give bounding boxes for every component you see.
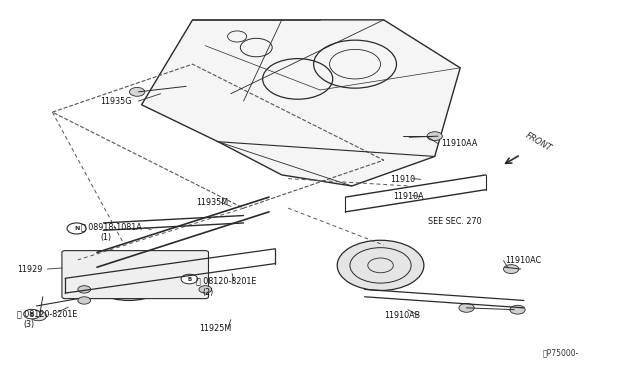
Circle shape xyxy=(337,240,424,291)
Text: (2): (2) xyxy=(202,288,213,297)
Text: Ⓑ 08120-8201E: Ⓑ 08120-8201E xyxy=(17,309,77,318)
Text: Ⓑ 08120-8201E: Ⓑ 08120-8201E xyxy=(196,276,256,285)
Circle shape xyxy=(459,304,474,312)
Text: FRONT: FRONT xyxy=(524,131,554,153)
FancyBboxPatch shape xyxy=(62,251,209,299)
Text: 11925M: 11925M xyxy=(199,324,231,333)
Circle shape xyxy=(78,286,91,293)
Text: SEE SEC. 270: SEE SEC. 270 xyxy=(428,217,482,225)
Circle shape xyxy=(199,286,212,293)
Text: 11929: 11929 xyxy=(17,264,43,273)
Text: ふP75000-: ふP75000- xyxy=(543,349,579,357)
Text: 11910AB: 11910AB xyxy=(384,311,420,320)
Text: N: N xyxy=(74,226,79,231)
Circle shape xyxy=(427,132,442,141)
Text: 11910AC: 11910AC xyxy=(505,256,541,265)
Circle shape xyxy=(24,310,40,319)
Text: B: B xyxy=(188,276,191,282)
Text: (3): (3) xyxy=(24,320,35,329)
Text: 11910A: 11910A xyxy=(394,192,424,201)
Text: 11935G: 11935G xyxy=(100,97,132,106)
Polygon shape xyxy=(141,20,460,186)
Circle shape xyxy=(181,274,198,284)
Circle shape xyxy=(30,311,47,321)
Circle shape xyxy=(510,305,525,314)
Circle shape xyxy=(67,223,86,234)
Circle shape xyxy=(504,264,519,273)
Text: (1): (1) xyxy=(100,233,111,242)
Text: Ⓝ 08918-1081A: Ⓝ 08918-1081A xyxy=(81,222,142,231)
Text: 11910: 11910 xyxy=(390,175,415,184)
Text: 11910AA: 11910AA xyxy=(441,139,477,148)
Circle shape xyxy=(78,297,91,304)
Text: B: B xyxy=(30,312,34,317)
Text: 11935M: 11935M xyxy=(196,198,228,207)
Circle shape xyxy=(88,253,170,301)
Circle shape xyxy=(129,87,145,96)
